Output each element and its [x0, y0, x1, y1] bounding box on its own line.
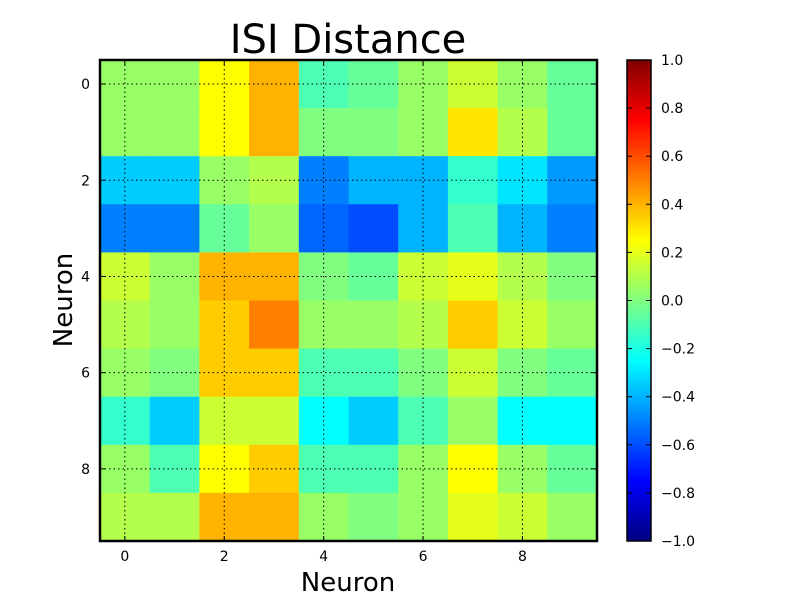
heatmap-cell	[100, 156, 151, 205]
heatmap-cell	[149, 156, 200, 205]
heatmap-cell	[547, 396, 598, 446]
heatmap-cell	[447, 60, 499, 109]
heatmap-cell	[447, 204, 499, 253]
heatmap-cell	[249, 108, 300, 157]
heatmap-cell	[547, 204, 598, 253]
heatmap-cell	[447, 252, 499, 301]
heatmap-cell	[398, 156, 449, 205]
heatmap-cell	[249, 60, 300, 109]
heatmap-cell	[249, 396, 300, 446]
heatmap-cell	[398, 492, 449, 542]
heatmap-cell	[447, 396, 499, 446]
heatmap-cell	[348, 108, 399, 157]
x-tick-label: 0	[120, 549, 129, 565]
colorbar-tick-label: −1.0	[661, 534, 695, 550]
axis-ticks: 0 2 4 6 8 0 2 4 6 8	[81, 60, 597, 565]
heatmap-cell	[249, 492, 300, 542]
heatmap-cell	[199, 156, 250, 205]
colorbar-tick-label: −0.4	[661, 390, 695, 406]
heatmap-cell	[149, 204, 200, 253]
heatmap-cell	[199, 492, 250, 542]
heatmap-cell	[547, 108, 598, 157]
heatmap-cell	[348, 396, 399, 446]
heatmap-cell	[447, 300, 499, 350]
heatmap-cell	[149, 444, 200, 494]
x-tick-label: 6	[419, 549, 428, 565]
heatmap-cell	[547, 300, 598, 350]
heatmap-cell	[149, 108, 200, 157]
heatmap-cell	[447, 108, 499, 157]
heatmap-cell	[348, 492, 399, 542]
heatmap-cell	[547, 492, 598, 542]
heatmap-cell	[149, 252, 200, 301]
colorbar-tick-label: 0.2	[661, 245, 683, 261]
heatmap-cell	[249, 156, 300, 205]
heatmap-cell	[348, 156, 399, 205]
plot-frame	[98, 58, 599, 543]
heatmap-cell	[149, 348, 200, 398]
chart-title: ISI Distance	[230, 17, 467, 63]
colorbar-tick-label: −0.2	[661, 342, 695, 358]
grid-lines	[100, 60, 597, 541]
heatmap-cell	[249, 252, 300, 301]
y-tick-label: 4	[81, 269, 90, 285]
heatmap-cell	[149, 60, 200, 109]
x-tick-label: 2	[220, 549, 229, 565]
heatmap-cell	[249, 204, 300, 253]
heatmap-cell	[249, 300, 300, 350]
y-tick-label: 0	[81, 77, 90, 93]
heatmap-cell	[298, 492, 349, 542]
colorbar-ticks: 1.0 0.8 0.6 0.4 0.2 0.0 −0.2 −0.4 −0.6 −0.8 −1.0	[627, 53, 695, 550]
heatmap-cell	[447, 492, 499, 542]
colorbar-tick-label: 0.8	[661, 101, 683, 117]
y-tick-label: 6	[81, 366, 90, 382]
heatmap-cell	[348, 444, 399, 494]
heatmap-cell	[149, 300, 200, 350]
colorbar-tick-label: 0.6	[661, 149, 683, 165]
heatmap-cell	[100, 492, 151, 542]
heatmap-cell	[149, 492, 200, 542]
colorbar-tick-label: −0.8	[661, 486, 695, 502]
colorbar-tick-label: 1.0	[661, 53, 683, 69]
colorbar-tick-label: 0.4	[661, 197, 683, 213]
y-tick-label: 2	[81, 173, 90, 189]
y-axis-label: Neuron	[49, 253, 79, 347]
x-axis-label: Neuron	[301, 568, 395, 598]
heatmap-cell	[249, 348, 300, 398]
y-tick-label: 8	[81, 462, 90, 478]
heatmap-cell	[149, 396, 200, 446]
heatmap-cell	[348, 348, 399, 398]
colorbar-tick-label: 0.0	[661, 294, 683, 310]
heatmap-cell	[447, 156, 499, 205]
heatmap-cell	[348, 60, 399, 109]
heatmap-cell	[348, 204, 399, 253]
x-tick-label: 4	[319, 549, 328, 565]
x-tick-label: 8	[518, 549, 527, 565]
heatmap-cell	[298, 156, 349, 205]
heatmap-cell	[447, 444, 499, 494]
heatmap-cell	[497, 492, 548, 542]
colorbar-tick-label: −0.6	[661, 438, 695, 454]
heatmap-cell	[249, 444, 300, 494]
heatmap-cell	[447, 348, 499, 398]
heatmap-cell	[348, 252, 399, 301]
heatmap-cell	[348, 300, 399, 350]
